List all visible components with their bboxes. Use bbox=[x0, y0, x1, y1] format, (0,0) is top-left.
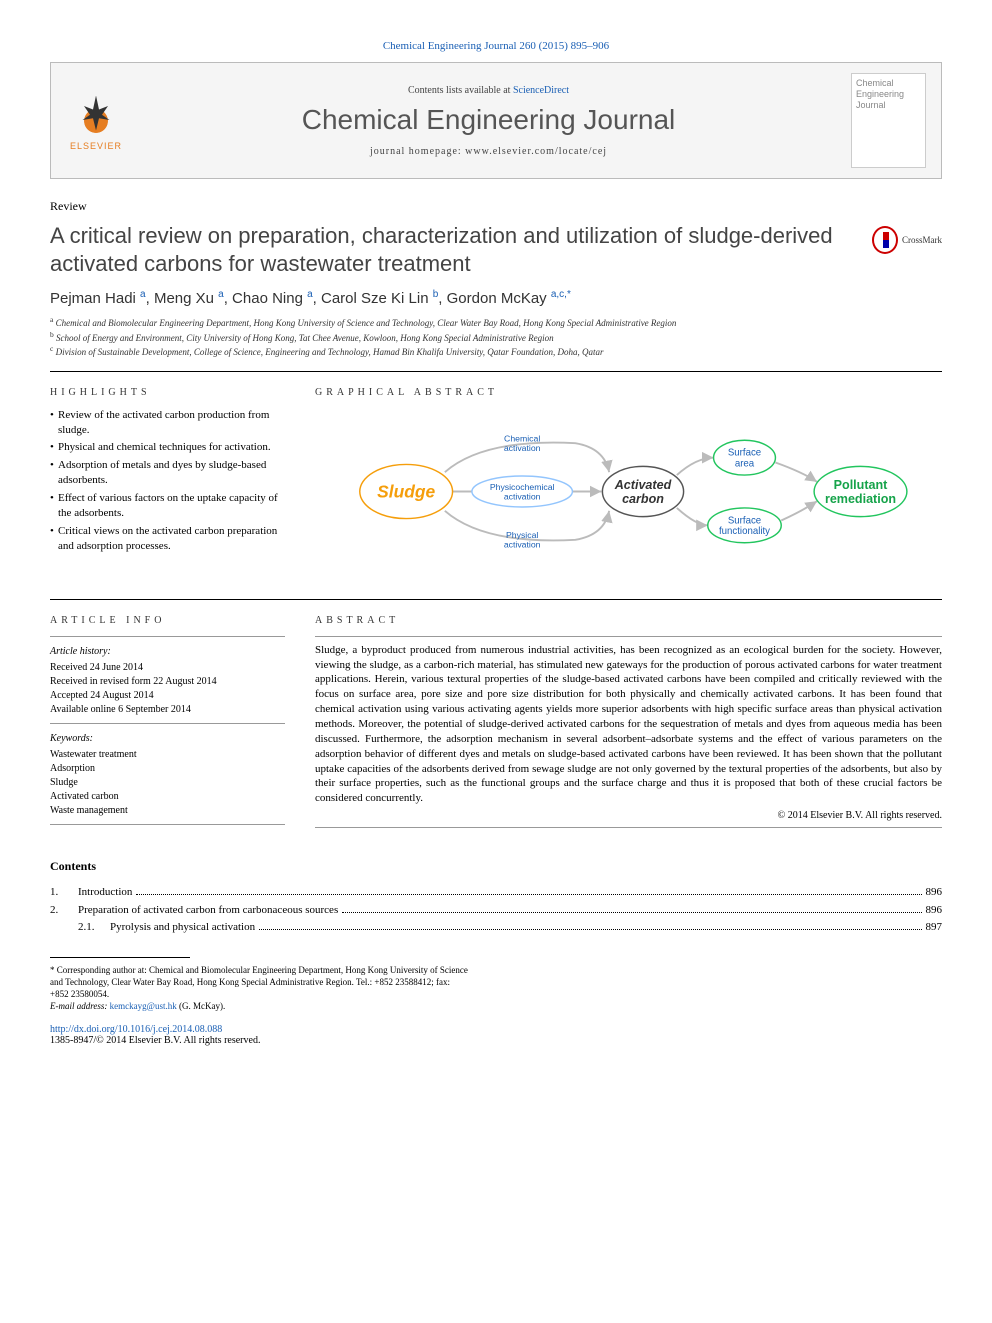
toc-row[interactable]: 2.Preparation of activated carbon from c… bbox=[50, 902, 942, 920]
svg-text:Sludge: Sludge bbox=[377, 481, 435, 501]
journal-cover: Chemical Engineering Journal bbox=[851, 73, 926, 168]
citation: Chemical Engineering Journal 260 (2015) … bbox=[50, 40, 942, 52]
toc-row[interactable]: 2.1.Pyrolysis and physical activation897 bbox=[50, 919, 942, 937]
history-line: Accepted 24 August 2014 bbox=[50, 689, 285, 703]
history-label: Article history: bbox=[50, 645, 285, 659]
footnotes: * Corresponding author at: Chemical and … bbox=[50, 964, 470, 1013]
keyword: Waste management bbox=[50, 804, 285, 818]
doi-link[interactable]: http://dx.doi.org/10.1016/j.cej.2014.08.… bbox=[50, 1024, 222, 1035]
highlights-list: Review of the activated carbon productio… bbox=[50, 408, 285, 554]
copyright: © 2014 Elsevier B.V. All rights reserved… bbox=[315, 810, 942, 821]
table-of-contents: 1.Introduction8962.Preparation of activa… bbox=[50, 884, 942, 937]
highlight-item: Review of the activated carbon productio… bbox=[50, 408, 285, 438]
highlight-item: Effect of various factors on the uptake … bbox=[50, 491, 285, 521]
graphical-abstract: Sludge Chemicalactivation Physicochemicala… bbox=[315, 408, 942, 579]
journal-masthead: ELSEVIER Contents lists available at Sci… bbox=[50, 62, 942, 179]
keyword: Wastewater treatment bbox=[50, 748, 285, 762]
abstract-text: Sludge, a byproduct produced from numero… bbox=[315, 643, 942, 806]
crossmark-icon bbox=[872, 226, 898, 254]
history-line: Available online 6 September 2014 bbox=[50, 703, 285, 717]
svg-text:Physicochemicalactivation: Physicochemicalactivation bbox=[490, 482, 555, 502]
highlight-item: Physical and chemical techniques for act… bbox=[50, 440, 285, 455]
svg-text:Chemicalactivation: Chemicalactivation bbox=[504, 433, 541, 453]
authors: Pejman Hadi a, Meng Xu a, Chao Ning a, C… bbox=[50, 289, 942, 307]
svg-text:Pollutantremediation: Pollutantremediation bbox=[825, 478, 896, 506]
article-type: Review bbox=[50, 199, 942, 214]
footer: http://dx.doi.org/10.1016/j.cej.2014.08.… bbox=[50, 1024, 942, 1046]
keyword: Activated carbon bbox=[50, 790, 285, 804]
history-line: Received in revised form 22 August 2014 bbox=[50, 675, 285, 689]
keyword: Sludge bbox=[50, 776, 285, 790]
crossmark-badge[interactable]: CrossMark bbox=[872, 222, 942, 257]
email-line: E-mail address: kemckayg@ust.hk (G. McKa… bbox=[50, 1000, 470, 1012]
svg-text:Surfacefunctionality: Surfacefunctionality bbox=[719, 515, 770, 537]
journal-homepage: journal homepage: www.elsevier.com/locat… bbox=[141, 146, 836, 157]
article-title: A critical review on preparation, charac… bbox=[50, 222, 852, 277]
svg-text:Physicalactivation: Physicalactivation bbox=[504, 530, 541, 550]
contents-available: Contents lists available at ScienceDirec… bbox=[141, 85, 836, 96]
article-info-header: ARTICLE INFO bbox=[50, 615, 285, 626]
issn-line: 1385-8947/© 2014 Elsevier B.V. All right… bbox=[50, 1035, 942, 1046]
abstract-header: ABSTRACT bbox=[315, 615, 942, 626]
sciencedirect-link[interactable]: ScienceDirect bbox=[513, 85, 569, 96]
keyword: Adsorption bbox=[50, 762, 285, 776]
highlight-item: Adsorption of metals and dyes by sludge-… bbox=[50, 458, 285, 488]
article-info: Article history: Received 24 June 2014Re… bbox=[50, 645, 285, 818]
contents-heading: Contents bbox=[50, 859, 942, 874]
highlight-item: Critical views on the activated carbon p… bbox=[50, 524, 285, 554]
svg-text:Activatedcarbon: Activatedcarbon bbox=[614, 478, 672, 506]
keywords-label: Keywords: bbox=[50, 732, 285, 746]
affiliation-line: b School of Energy and Environment, City… bbox=[50, 330, 942, 345]
email-link[interactable]: kemckayg@ust.hk bbox=[110, 1001, 177, 1011]
affiliation-line: a Chemical and Biomolecular Engineering … bbox=[50, 315, 942, 330]
elsevier-logo: ELSEVIER bbox=[66, 86, 126, 156]
affiliations: a Chemical and Biomolecular Engineering … bbox=[50, 315, 942, 359]
history-line: Received 24 June 2014 bbox=[50, 661, 285, 675]
toc-row[interactable]: 1.Introduction896 bbox=[50, 884, 942, 902]
corresponding-author: * Corresponding author at: Chemical and … bbox=[50, 964, 470, 1000]
graphical-abstract-header: GRAPHICAL ABSTRACT bbox=[315, 387, 942, 398]
journal-name: Chemical Engineering Journal bbox=[141, 104, 836, 136]
svg-text:Surfacearea: Surfacearea bbox=[728, 448, 761, 470]
affiliation-line: c Division of Sustainable Development, C… bbox=[50, 344, 942, 359]
highlights-header: HIGHLIGHTS bbox=[50, 387, 285, 398]
